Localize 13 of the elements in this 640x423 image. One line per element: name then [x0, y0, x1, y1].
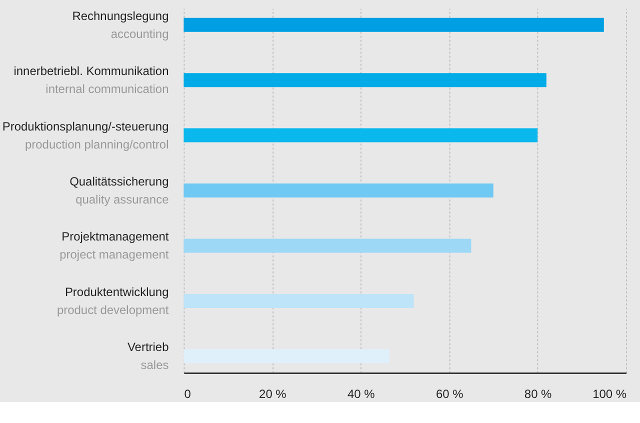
x-tick-label: 100 % [592, 387, 627, 402]
category-label: Qualitätssicherung quality assurance [70, 174, 169, 206]
category-label: Produktionsplanung/-steuerung production planning/control [2, 119, 169, 152]
x-tick-label: 60 % [436, 387, 464, 402]
category-label: Projektmanagement project management [60, 230, 169, 262]
category-label: Produktentwicklung product development [56, 284, 169, 317]
category-label: Rechnungslegung accounting [72, 8, 169, 41]
x-tick-label: 0 [184, 387, 192, 402]
x-tick-label: 80 % [524, 387, 552, 402]
x-tick-label: 20 % [259, 387, 287, 402]
category-label: Vertrieb sales [127, 340, 169, 372]
category-label: innerbetriebl. Kommunikation internal communication [14, 64, 169, 96]
x-tick-label: 40 % [347, 387, 376, 402]
